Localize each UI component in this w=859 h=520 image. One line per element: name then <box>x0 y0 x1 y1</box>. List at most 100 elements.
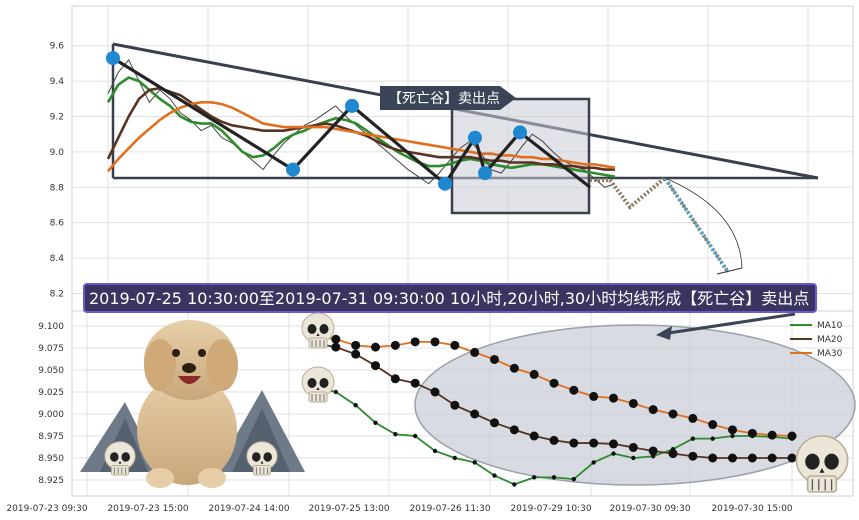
lower-ma30-point <box>728 425 737 435</box>
lower-ma10-point <box>591 460 596 465</box>
sell-point-callout: 【死亡谷】卖出点 <box>380 86 516 110</box>
lower-ma20-point <box>767 453 777 463</box>
lower-ma10-point <box>710 436 715 441</box>
lower-y-tick-label: 8.925 <box>38 476 64 486</box>
skull-icon <box>795 435 849 493</box>
lower-ma30-point <box>569 385 579 395</box>
pivot-point <box>468 130 482 145</box>
lower-ma20-point <box>787 453 797 463</box>
pivot-point <box>478 166 492 181</box>
pivot-point <box>286 162 300 177</box>
projection-end-mark <box>716 267 743 275</box>
lower-ma10-point <box>472 460 477 465</box>
upper-y-tick-label: 9.2 <box>50 112 64 122</box>
lower-ma30-point <box>430 337 440 347</box>
pivot-point <box>438 176 452 191</box>
legend: MA10 MA20 MA30 <box>790 321 843 359</box>
lower-ma30-point <box>747 428 757 438</box>
lower-ma20-point <box>490 418 499 428</box>
lower-ma30-point <box>668 409 678 419</box>
lower-ma30-point <box>509 363 519 373</box>
pivot-point <box>513 125 527 140</box>
x-axis: 2019-07-23 09:30 2019-07-23 15:00 2019-07-… <box>6 504 792 514</box>
lower-ma10-point <box>690 436 696 441</box>
lower-ma10-point <box>730 433 735 439</box>
lower-ma20-point <box>529 431 539 441</box>
zigzag-series-line <box>112 56 591 189</box>
x-tick-label: 2019-07-25 13:00 <box>308 504 389 514</box>
lower-ma20-point <box>549 435 559 445</box>
pivot-point <box>106 51 120 66</box>
lower-ma10-point <box>571 476 577 482</box>
lower-ma30-point <box>351 340 361 350</box>
x-tick-label: 2019-07-30 09:30 <box>609 504 690 514</box>
x-tick-label: 2019-07-29 10:30 <box>510 504 591 514</box>
upper-y-tick-label: 9.4 <box>50 77 65 87</box>
banner-pointer-arrowhead <box>656 326 672 340</box>
zigzag-line <box>112 56 591 189</box>
lower-moving-averages <box>311 332 797 487</box>
x-tick-label: 2019-07-30 15:00 <box>711 504 792 514</box>
skull-icon <box>246 441 278 476</box>
lower-ma20-point <box>509 425 519 435</box>
upper-y-axis: 9.6 9.4 9.2 9.0 8.8 8.6 8.4 8.2 <box>50 42 65 300</box>
skull-icon <box>104 441 136 476</box>
lower-ma30-point <box>549 378 559 388</box>
lower-ma10-point <box>333 389 339 395</box>
x-tick-label: 2019-07-23 09:30 <box>6 504 87 514</box>
lower-ma30-point <box>787 431 797 441</box>
banner-pointer-line <box>661 312 796 336</box>
lower-ma30-point <box>490 354 499 364</box>
lower-ma10-point <box>452 455 458 461</box>
lower-ma10-point <box>611 451 616 456</box>
lower-ma20-point <box>668 449 678 459</box>
lower-ma30-point <box>628 398 638 408</box>
lower-ma20-point <box>430 387 440 397</box>
lower-y-tick-label: 9.025 <box>38 388 64 398</box>
lower-y-tick-label: 8.950 <box>38 454 64 464</box>
lower-ma30-point <box>450 340 460 350</box>
lower-ma10-point <box>531 475 537 480</box>
lower-ma30-point <box>410 337 420 347</box>
pivot-markers <box>106 51 527 191</box>
upper-y-tick-label: 9.6 <box>50 42 65 52</box>
lower-ma20-point <box>351 349 361 359</box>
legend-label: MA30 <box>817 349 843 359</box>
lower-ma20-point <box>470 409 480 419</box>
skull-icons <box>104 312 849 493</box>
banner-label: 2019-07-25 10:30:00至2019-07-31 09:30:00 … <box>89 289 809 308</box>
lower-ma30-point <box>529 369 539 379</box>
lower-y-tick-label: 9.075 <box>38 344 64 354</box>
upper-y-tick-label: 8.4 <box>50 254 65 264</box>
legend-label: MA20 <box>817 335 843 345</box>
skull-icon <box>301 366 335 403</box>
upper-y-tick-label: 8.8 <box>50 183 65 193</box>
lower-ma20-point <box>728 453 737 463</box>
x-tick-label: 2019-07-23 15:00 <box>107 504 188 514</box>
legend-label: MA10 <box>817 321 843 331</box>
lower-ma20-point <box>371 361 380 371</box>
lower-ma20-point <box>628 442 638 452</box>
lower-y-axis: 9.100 9.075 9.050 9.025 9.000 8.975 8.950 8.925 <box>38 322 64 486</box>
lower-ma10-point <box>551 475 557 480</box>
pivot-point <box>345 98 359 113</box>
lower-y-tick-label: 9.050 <box>38 366 64 376</box>
lower-ma10-point <box>412 433 418 439</box>
lower-ma10-point <box>432 448 438 454</box>
upper-y-tick-label: 8.2 <box>50 289 64 299</box>
lower-ma20-point <box>609 439 618 449</box>
callout-label: 【死亡谷】卖出点 <box>388 91 500 107</box>
lower-ma30-point <box>331 334 341 344</box>
upper-y-tick-label: 9.0 <box>50 148 65 158</box>
upper-moving-averages <box>106 76 616 178</box>
lower-ma10-point <box>512 482 517 487</box>
upper-y-tick-label: 8.6 <box>50 219 65 229</box>
lower-ma20-point <box>450 400 460 410</box>
skull-icon <box>301 312 335 349</box>
lower-ma20-point <box>708 453 718 463</box>
lower-ma20-point <box>569 438 579 448</box>
lower-ma30-point <box>589 391 599 401</box>
lower-ma10-point <box>393 432 398 437</box>
projection-arc <box>664 177 743 269</box>
